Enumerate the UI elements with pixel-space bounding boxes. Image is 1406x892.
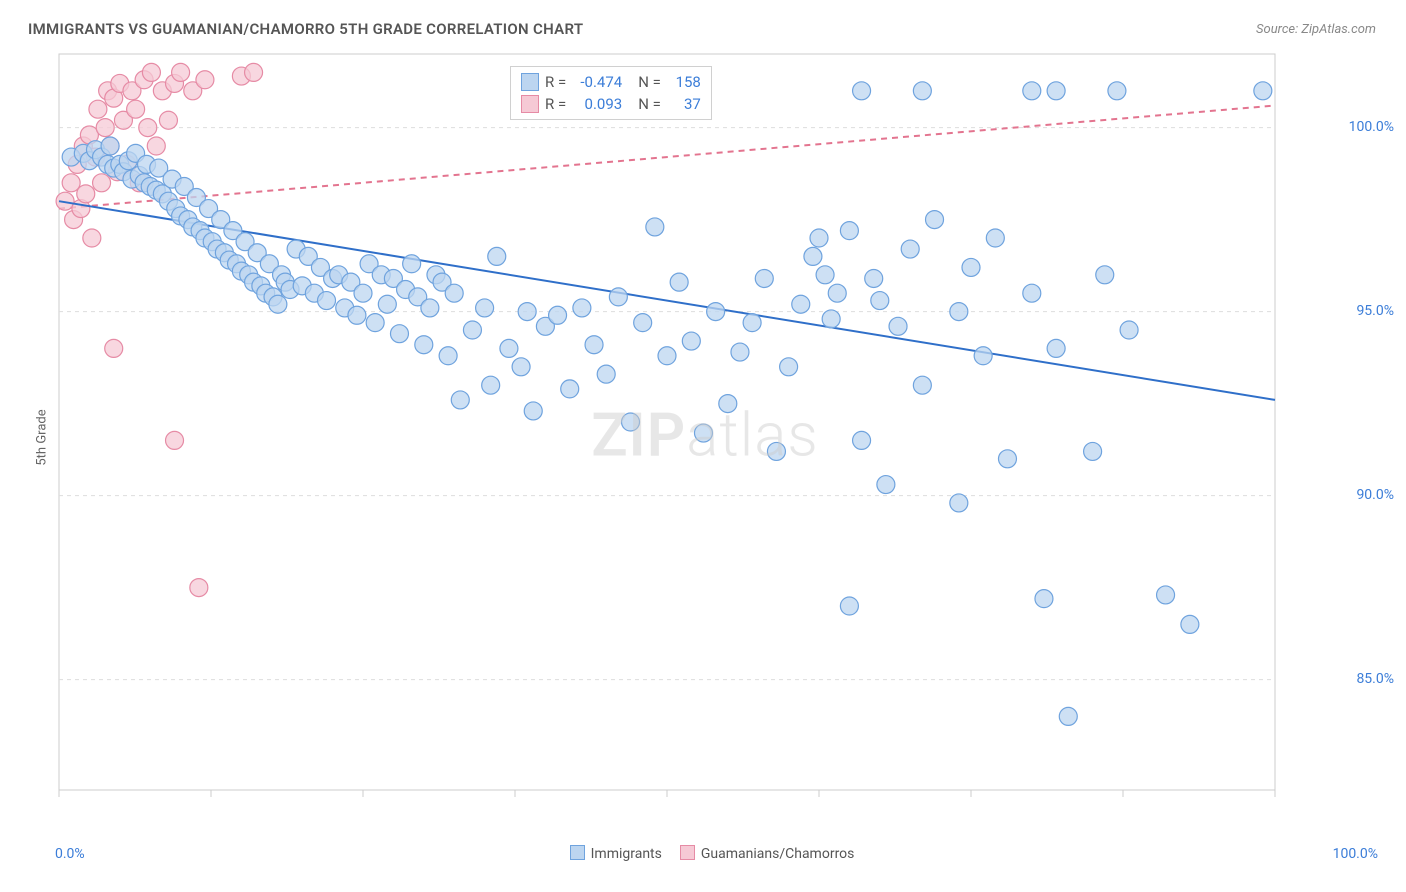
- source-label: Source: ZipAtlas.com: [1256, 22, 1376, 37]
- legend-label: Guamanians/Chamorros: [701, 846, 855, 862]
- correlation-row: R =-0.474N =158: [511, 71, 711, 93]
- bottom-legend: Immigrants Guamanians/Chamorros: [0, 845, 1406, 862]
- correlation-legend: R =-0.474N =158R =0.093N =37: [510, 66, 712, 120]
- y-axis-label: 5th Grade: [35, 409, 50, 465]
- y-tick-label: 100.0%: [1349, 119, 1394, 135]
- legend-swatch: [680, 845, 695, 860]
- chart-title: IMMIGRANTS VS GUAMANIAN/CHAMORRO 5TH GRA…: [28, 20, 583, 38]
- y-tick-label: 85.0%: [1356, 671, 1394, 687]
- legend-label: Immigrants: [591, 846, 662, 862]
- y-tick-label: 95.0%: [1356, 303, 1394, 319]
- legend-swatch: [570, 845, 585, 860]
- correlation-row: R =0.093N =37: [511, 93, 711, 115]
- scatter-svg: [55, 50, 1355, 820]
- chart-plot-area: ZIPatlas R =-0.474N =158R =0.093N =37: [55, 50, 1355, 820]
- y-tick-label: 90.0%: [1356, 487, 1394, 503]
